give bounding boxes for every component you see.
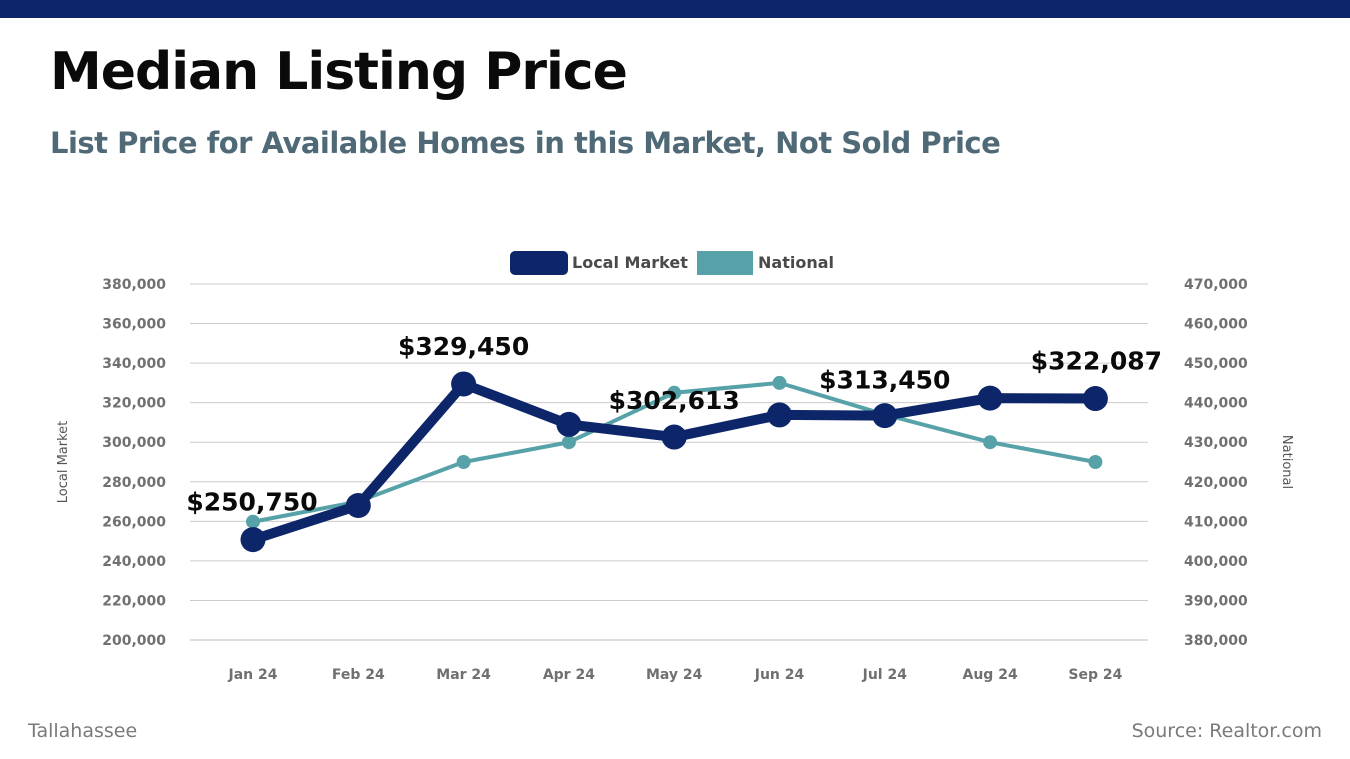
x-tick-label: Feb 24 <box>332 667 385 683</box>
local-market-point <box>661 424 687 450</box>
local-market-point <box>451 371 477 397</box>
x-tick-label: Aug 24 <box>963 667 1018 683</box>
left-axis-title: Local Market <box>56 421 71 504</box>
national-point <box>561 435 576 450</box>
data-label: $313,450 <box>819 366 950 395</box>
left-tick-label: 360,000 <box>102 317 166 333</box>
data-label: $302,613 <box>609 386 740 415</box>
right-tick-label: 420,000 <box>1184 475 1248 491</box>
right-tick-label: 450,000 <box>1184 356 1248 372</box>
right-tick-label: 380,000 <box>1184 633 1248 649</box>
x-tick-label: Jan 24 <box>228 667 278 683</box>
left-tick-label: 240,000 <box>102 554 166 570</box>
national-point <box>1088 455 1103 469</box>
right-axis-title: National <box>1279 435 1294 489</box>
left-tick-label: 320,000 <box>102 396 166 412</box>
page-subtitle: List Price for Available Homes in this M… <box>50 126 1001 160</box>
chart-legend: Local Market National <box>510 251 834 275</box>
right-tick-label: 400,000 <box>1184 554 1248 570</box>
local-market-point <box>556 411 582 437</box>
x-axis-ticks: Jan 24 Feb 24 Mar 24 Apr 24 May 24 Jun 24 Jul … <box>228 667 1123 683</box>
right-axis-ticks: 380,000 390,000 400,000 410,000 420,000 430,0… <box>1184 277 1248 649</box>
left-tick-label: 220,000 <box>102 593 166 609</box>
left-tick-label: 260,000 <box>102 514 166 530</box>
local-market-point <box>872 403 898 429</box>
x-tick-label: Mar 24 <box>436 667 491 683</box>
data-label: $250,750 <box>186 488 317 517</box>
right-tick-label: 390,000 <box>1184 593 1248 609</box>
x-tick-label: Jul 24 <box>862 667 908 683</box>
local-market-point <box>977 385 1003 411</box>
right-tick-label: 410,000 <box>1184 514 1248 530</box>
left-tick-label: 340,000 <box>102 356 166 372</box>
national-point <box>456 455 471 469</box>
left-tick-label: 380,000 <box>102 277 166 293</box>
data-label: $329,450 <box>398 332 529 361</box>
national-point <box>772 375 787 390</box>
grid-lines <box>190 283 1148 641</box>
left-tick-label: 200,000 <box>102 633 166 649</box>
legend-swatch-local <box>510 251 568 275</box>
national-point <box>667 385 682 400</box>
left-tick-label: 300,000 <box>102 435 166 451</box>
series-local <box>240 371 1108 553</box>
right-tick-label: 440,000 <box>1184 396 1248 412</box>
right-tick-label: 430,000 <box>1184 435 1248 451</box>
left-tick-label: 280,000 <box>102 475 166 491</box>
national-point <box>983 435 998 450</box>
x-tick-label: Jun 24 <box>754 667 805 683</box>
x-tick-label: Apr 24 <box>543 667 595 683</box>
right-tick-label: 460,000 <box>1184 317 1248 333</box>
legend-swatch-national <box>697 251 753 275</box>
x-tick-label: May 24 <box>646 667 703 683</box>
local-market-point <box>767 402 792 428</box>
top-banner <box>0 0 1350 18</box>
page-title: Median Listing Price <box>50 42 628 102</box>
right-tick-label: 470,000 <box>1184 277 1248 293</box>
market-location: Tallahassee <box>28 720 138 742</box>
local-market-point <box>345 493 371 519</box>
x-tick-label: Sep 24 <box>1068 667 1122 683</box>
legend-label-local: Local Market <box>572 253 688 272</box>
local-market-point <box>1082 386 1108 412</box>
source-note: Source: Realtor.com <box>1131 720 1322 742</box>
legend-label-national: National <box>758 253 834 272</box>
data-label: $322,087 <box>1031 347 1162 376</box>
data-labels: $250,750 $329,450 $302,613 $313,450 $322,087 <box>186 332 1162 517</box>
local-market-point <box>240 527 266 553</box>
national-point <box>246 514 260 529</box>
left-axis-ticks: 200,000 220,000 240,000 260,000 280,000 300,0… <box>102 277 166 649</box>
